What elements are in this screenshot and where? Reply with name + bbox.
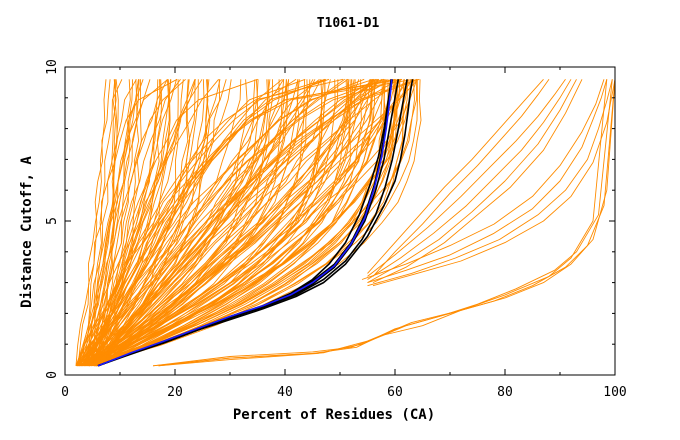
axis-ticks: 0 20 40 60 80 100 0 5 10 xyxy=(45,59,627,400)
model-curve xyxy=(96,79,199,367)
model-curve xyxy=(89,79,379,367)
model-curve xyxy=(83,79,306,367)
model-curve xyxy=(86,78,168,366)
x-tick-label: 0 xyxy=(61,385,69,400)
model-curve xyxy=(372,79,616,287)
model-curve xyxy=(91,79,396,367)
model-curve xyxy=(158,79,616,367)
model-curve xyxy=(84,79,248,367)
model-curve xyxy=(367,79,608,284)
model-curve xyxy=(82,79,418,367)
model-curve xyxy=(97,79,353,367)
model-curve xyxy=(89,78,396,366)
model-curve xyxy=(80,79,144,366)
model-curve xyxy=(89,79,269,367)
model-curve xyxy=(80,79,386,367)
y-tick-label: 5 xyxy=(45,217,60,225)
highlighted-model-curve xyxy=(97,79,393,367)
model-curve xyxy=(75,79,196,367)
model-curve xyxy=(95,79,181,366)
model-curve xyxy=(83,79,393,367)
model-curve xyxy=(367,79,577,283)
model-curve xyxy=(95,79,287,367)
model-curve xyxy=(86,79,205,367)
model-curve xyxy=(91,79,123,366)
model-curve xyxy=(95,78,283,366)
model-curve xyxy=(76,79,219,366)
model-curve xyxy=(77,78,178,366)
model-curve xyxy=(79,79,378,367)
x-tick-label: 60 xyxy=(387,385,403,400)
y-tick-label: 0 xyxy=(45,371,60,379)
model-curve xyxy=(83,79,111,366)
x-axis-label: Percent of Residues (CA) xyxy=(233,407,435,423)
model-curve xyxy=(94,79,314,367)
model-curve xyxy=(97,79,161,366)
x-tick-label: 40 xyxy=(277,385,293,400)
model-curve xyxy=(82,78,385,367)
model-curve xyxy=(88,79,139,366)
model-curve xyxy=(96,79,418,367)
model-curve xyxy=(152,79,608,367)
model-curve xyxy=(94,79,397,367)
x-tick-label: 100 xyxy=(603,385,626,400)
model-curve xyxy=(75,79,163,367)
model-curve xyxy=(372,79,583,284)
model-curve xyxy=(78,78,377,367)
model-curve xyxy=(96,79,406,367)
model-curve xyxy=(81,79,350,367)
chart-title: T1061-D1 xyxy=(317,16,380,31)
model-curve xyxy=(85,79,355,367)
model-curve xyxy=(94,79,350,367)
y-axis-label: Distance Cutoff, A xyxy=(19,156,35,308)
model-curve xyxy=(88,79,172,367)
model-curve xyxy=(89,79,259,367)
x-tick-label: 20 xyxy=(167,385,183,400)
model-curve xyxy=(76,79,221,367)
model-curve xyxy=(96,79,356,367)
model-curve xyxy=(372,79,550,277)
model-curve xyxy=(85,79,348,367)
model-curve xyxy=(91,79,339,367)
model-curve xyxy=(92,79,211,367)
model-curve xyxy=(93,79,119,366)
y-tick-label: 10 xyxy=(45,59,60,75)
model-curve xyxy=(367,79,566,277)
series-lines xyxy=(75,78,616,367)
model-curve xyxy=(367,79,544,274)
model-curve xyxy=(367,79,572,280)
model-curve xyxy=(96,79,376,367)
model-curve xyxy=(92,78,379,367)
x-tick-label: 80 xyxy=(497,385,513,400)
model-curve xyxy=(94,79,184,366)
model-curve xyxy=(367,79,613,287)
model-curve xyxy=(95,79,413,367)
model-curve xyxy=(77,79,398,367)
model-curve xyxy=(75,79,134,366)
model-curve xyxy=(75,79,107,366)
highlighted-model-curve xyxy=(97,79,414,367)
model-curve xyxy=(83,79,168,366)
model-curve xyxy=(97,79,273,367)
